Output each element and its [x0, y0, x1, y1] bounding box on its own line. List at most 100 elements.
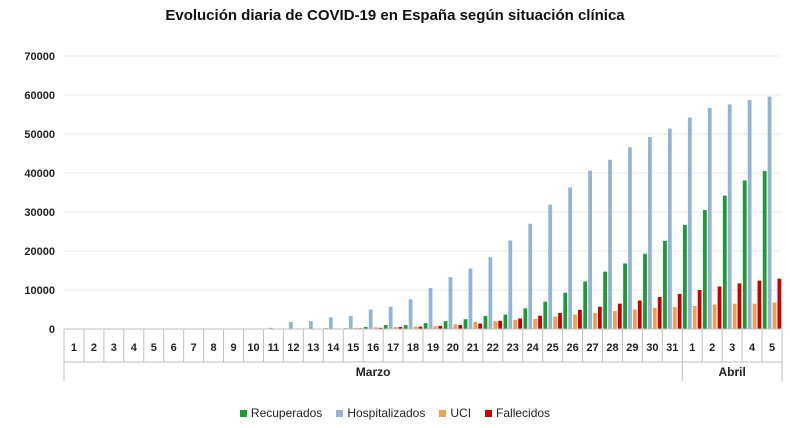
bar-hospitalizados [328, 317, 333, 329]
bar-uci [692, 305, 697, 329]
x-tick-label: 13 [307, 342, 319, 354]
chart-legend: Recuperados Hospitalizados UCI Fallecidos [0, 406, 790, 420]
bar-recuperados [523, 308, 528, 329]
x-tick-label: 18 [407, 342, 419, 354]
y-tick-label: 60000 [24, 90, 55, 102]
bar-uci [513, 320, 518, 329]
x-tick-label: 1 [689, 342, 695, 354]
legend-swatch [239, 409, 247, 417]
bar-hospitalizados [508, 240, 513, 329]
y-tick-label: 40000 [24, 168, 55, 180]
bar-fallecidos [498, 320, 503, 329]
bar-uci [473, 321, 478, 329]
bar-hospitalizados [408, 299, 413, 329]
group-label: Marzo [356, 365, 391, 379]
bar-uci [553, 316, 557, 329]
bar-uci [732, 303, 737, 329]
x-tick-label: 26 [566, 342, 578, 354]
bar-uci [393, 327, 398, 329]
x-tick-label: 2 [91, 342, 97, 354]
bar-uci [613, 311, 617, 329]
bar-recuperados [563, 292, 568, 329]
y-tick-label: 70000 [24, 51, 55, 63]
bar-recuperados [702, 210, 707, 329]
legend-swatch [439, 409, 447, 417]
bar-uci [752, 303, 757, 329]
bar-recuperados [463, 319, 468, 329]
bar-fallecidos [538, 315, 542, 329]
bar-uci [453, 324, 458, 329]
y-tick-label: 30000 [24, 207, 55, 219]
bar-hospitalizados [568, 187, 573, 329]
bar-fallecidos [518, 318, 522, 329]
x-tick-label: 5 [769, 342, 775, 354]
bar-uci [493, 321, 498, 329]
bar-hospitalizados [448, 277, 453, 329]
bar-fallecidos [597, 306, 602, 329]
bar-recuperados [543, 301, 548, 329]
bar-fallecidos [378, 327, 383, 329]
y-tick-label: 20000 [24, 246, 55, 258]
x-tick-label: 17 [387, 342, 399, 354]
y-tick-label: 10000 [24, 285, 55, 297]
bar-fallecidos [398, 327, 403, 329]
x-tick-label: 20 [447, 342, 459, 354]
legend-label: Recuperados [250, 406, 323, 420]
bar-hospitalizados [727, 104, 732, 329]
x-tick-label: 15 [347, 342, 359, 354]
bar-hospitalizados [687, 117, 692, 330]
legend-item: Hospitalizados [336, 406, 425, 420]
legend-swatch [336, 409, 344, 417]
bar-uci [772, 302, 777, 329]
bar-fallecidos [737, 283, 742, 329]
bar-hospitalizados [388, 306, 393, 329]
x-tick-label: 28 [606, 342, 618, 354]
y-tick-label: 50000 [24, 129, 55, 141]
bar-hospitalizados [468, 268, 473, 329]
bar-recuperados [363, 327, 368, 329]
x-tick-label: 19 [427, 342, 439, 354]
bar-fallecidos [757, 280, 762, 329]
bar-recuperados [683, 224, 687, 329]
bar-uci [533, 318, 538, 329]
bar-recuperados [603, 271, 608, 329]
x-tick-label: 5 [151, 342, 157, 354]
x-tick-label: 27 [586, 342, 598, 354]
x-tick-label: 1 [71, 342, 77, 354]
x-tick-label: 11 [268, 342, 280, 354]
legend-item: UCI [439, 406, 471, 420]
bar-fallecidos [558, 313, 562, 329]
bar-uci [712, 304, 717, 329]
bar-hospitalizados [269, 327, 273, 329]
bar-hospitalizados [707, 107, 712, 330]
bar-fallecidos [418, 326, 423, 329]
bar-fallecidos [777, 278, 782, 329]
bar-uci [632, 309, 637, 329]
bar-fallecidos [697, 290, 702, 329]
bar-hospitalizados [428, 288, 433, 329]
bar-fallecidos [637, 300, 642, 329]
bar-recuperados [443, 321, 448, 329]
x-tick-label: 14 [327, 342, 340, 354]
x-tick-label: 6 [171, 342, 177, 354]
y-tick-label: 0 [49, 324, 55, 336]
x-tick-label: 21 [467, 342, 479, 354]
bar-recuperados [722, 195, 727, 329]
x-tick-label: 4 [131, 342, 138, 354]
bar-uci [413, 326, 418, 329]
bar-hospitalizados [667, 128, 672, 329]
bar-fallecidos [458, 325, 463, 329]
x-tick-label: 23 [507, 342, 519, 354]
bar-fallecidos [717, 286, 722, 329]
bar-recuperados [742, 180, 747, 329]
bar-uci [672, 307, 677, 329]
legend-swatch [485, 409, 493, 417]
bar-fallecidos [438, 325, 443, 329]
bar-hospitalizados [528, 223, 533, 329]
legend-label: Fallecidos [496, 406, 551, 420]
bar-uci [433, 326, 438, 329]
bar-hospitalizados [289, 321, 293, 329]
bar-recuperados [503, 314, 508, 329]
legend-item: Recuperados [239, 406, 323, 420]
